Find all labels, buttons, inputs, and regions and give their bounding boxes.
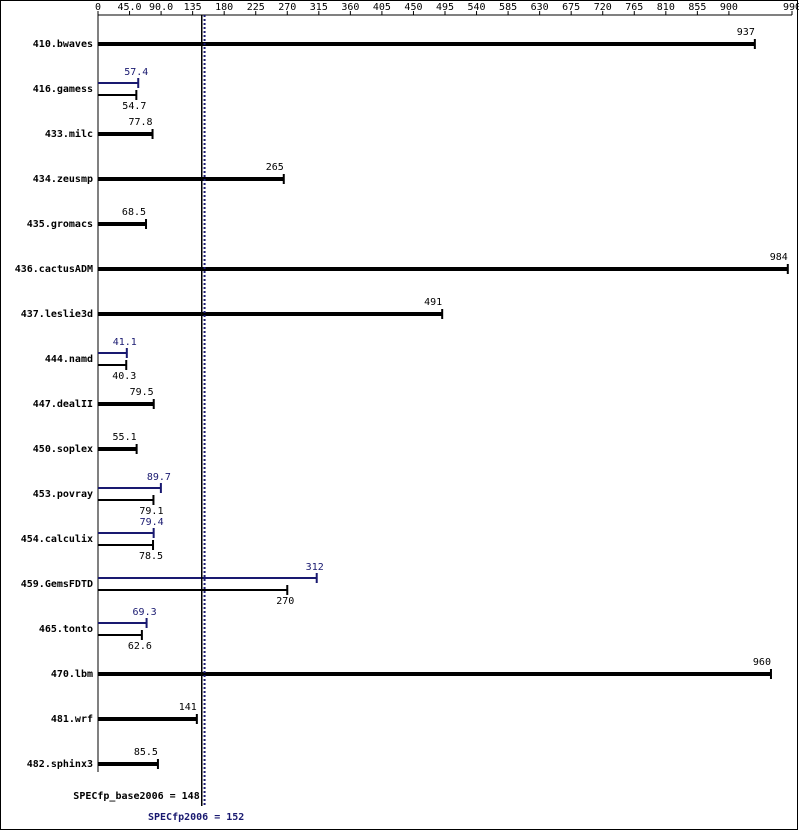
category-label: 454.calculix — [21, 533, 93, 545]
category-label: 447.dealII — [33, 399, 93, 410]
x-tick-label: 90.0 — [149, 2, 173, 13]
reference-label: SPECfp2006 = 152 — [148, 812, 244, 823]
category-label: 482.sphinx3 — [27, 758, 93, 770]
x-tick-label: 765 — [625, 2, 643, 13]
value-label: 41.1 — [113, 337, 137, 348]
x-tick-label: 360 — [341, 2, 359, 13]
value-label: 79.1 — [139, 506, 163, 517]
category-label: 435.gromacs — [27, 219, 93, 230]
category-label: 465.tonto — [39, 624, 93, 635]
x-tick-label: 405 — [373, 2, 391, 13]
value-label: 57.4 — [124, 67, 148, 78]
x-tick-label: 450 — [404, 2, 422, 13]
category-label: 433.milc — [45, 128, 93, 140]
category-label: 416.gamess — [33, 84, 93, 95]
x-tick-label: 495 — [436, 2, 454, 13]
category-label: 444.namd — [45, 354, 93, 365]
value-label: 54.7 — [122, 101, 146, 112]
category-label: 470.lbm — [51, 669, 93, 680]
value-label: 141 — [179, 702, 197, 713]
value-label: 79.5 — [130, 387, 154, 398]
value-label: 55.1 — [113, 432, 137, 443]
x-tick-label: 540 — [468, 2, 486, 13]
category-label: 437.leslie3d — [21, 308, 93, 320]
x-tick-label: 720 — [594, 2, 612, 13]
value-label: 984 — [770, 252, 788, 263]
x-tick-label: 990 — [783, 2, 799, 13]
value-label: 85.5 — [134, 747, 158, 758]
x-tick-label: 0 — [95, 2, 101, 13]
x-tick-label: 270 — [278, 2, 296, 13]
value-label: 312 — [306, 562, 324, 573]
category-label: 434.zeusmp — [33, 174, 93, 185]
value-label: 62.6 — [128, 641, 152, 652]
value-label: 491 — [424, 297, 442, 308]
value-label: 79.4 — [140, 517, 164, 528]
x-tick-label: 135 — [184, 2, 202, 13]
category-label: 450.soplex — [33, 444, 93, 455]
x-tick-label: 180 — [215, 2, 233, 13]
value-label: 68.5 — [122, 207, 146, 218]
value-label: 78.5 — [139, 551, 163, 562]
value-label: 40.3 — [112, 371, 136, 382]
category-label: 410.bwaves — [33, 39, 93, 50]
value-label: 937 — [737, 27, 755, 38]
x-tick-label: 900 — [720, 2, 738, 13]
value-label: 77.8 — [128, 117, 152, 128]
value-label: 89.7 — [147, 472, 171, 483]
x-tick-label: 810 — [657, 2, 675, 13]
x-tick-label: 630 — [531, 2, 549, 13]
x-tick-label: 315 — [310, 2, 328, 13]
x-tick-label: 675 — [562, 2, 580, 13]
value-label: 265 — [266, 162, 284, 173]
x-tick-label: 45.0 — [117, 2, 141, 13]
category-label: 436.cactusADM — [15, 264, 93, 275]
x-tick-label: 225 — [247, 2, 265, 13]
x-tick-label: 855 — [688, 2, 706, 13]
value-label: 270 — [276, 596, 294, 607]
x-tick-label: 585 — [499, 2, 517, 13]
reference-label: SPECfp_base2006 = 148 — [73, 791, 199, 802]
category-label: 459.GemsFDTD — [21, 579, 93, 590]
category-label: 453.povray — [33, 489, 93, 500]
category-label: 481.wrf — [51, 714, 93, 725]
value-label: 69.3 — [133, 607, 157, 618]
value-label: 960 — [753, 657, 771, 668]
